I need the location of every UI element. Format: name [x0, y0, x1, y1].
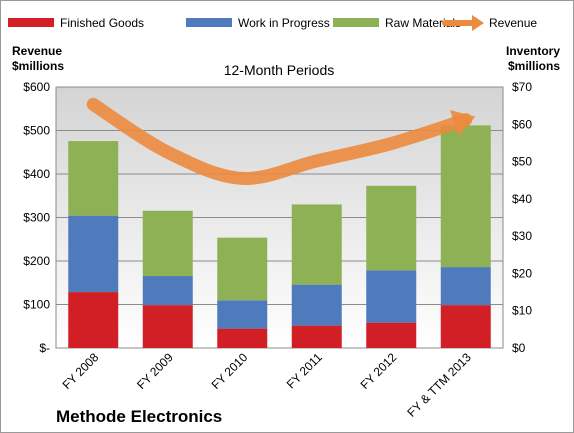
- right-tick-label: $50: [512, 155, 532, 169]
- bar-raw-materials: [291, 204, 342, 285]
- chart-subtitle: 12-Month Periods: [224, 62, 335, 78]
- right-tick-label: $30: [512, 229, 532, 243]
- left-tick-label: $400: [23, 167, 50, 181]
- bar-finished-goods: [68, 292, 119, 348]
- left-tick-label: $500: [23, 124, 50, 138]
- company-name: Methode Electronics: [56, 407, 222, 426]
- legend: Finished Goods Work in Progress Raw Mate…: [8, 15, 537, 31]
- revenue-line-arrowhead: [450, 109, 476, 137]
- bar-work-in-progress: [291, 284, 342, 326]
- right-tick-label: $60: [512, 117, 532, 131]
- revenue-line: [86, 97, 473, 185]
- bar-work-in-progress: [142, 276, 193, 306]
- bar-raw-materials: [440, 125, 491, 268]
- legend-swatch-revenue: [442, 15, 484, 31]
- bar-raw-materials: [366, 185, 417, 271]
- bars-layer: [68, 125, 491, 348]
- legend-label-raw-materials: Raw Materials: [385, 16, 461, 30]
- legend-swatch-finished-goods: [8, 18, 54, 27]
- bar-work-in-progress: [217, 300, 268, 329]
- bar-work-in-progress: [366, 270, 417, 323]
- left-tick-label: $200: [23, 254, 50, 268]
- bar-finished-goods: [217, 328, 268, 348]
- right-tick-label: $0: [512, 341, 526, 355]
- right-tick-label: $20: [512, 266, 532, 280]
- right-tick-label: $10: [512, 304, 532, 318]
- bar-work-in-progress: [68, 215, 119, 293]
- legend-swatch-work-in-progress: [186, 18, 232, 27]
- legend-label-finished-goods: Finished Goods: [60, 16, 144, 30]
- right-axis-ticks: $0 $10 $20 $30 $40 $50 $60 $70: [512, 80, 532, 355]
- left-tick-label: $600: [23, 80, 50, 94]
- left-tick-label: $-: [39, 341, 50, 355]
- bar-raw-materials: [217, 237, 268, 301]
- legend-label-revenue: Revenue: [489, 16, 537, 30]
- bar-raw-materials: [142, 210, 193, 277]
- bar-finished-goods: [440, 305, 491, 348]
- left-axis-title-line-1: Revenue: [12, 44, 62, 58]
- revenue-line-layer: [86, 97, 476, 185]
- bar-work-in-progress: [440, 267, 491, 306]
- right-axis-title-line-1: Inventory: [506, 44, 560, 58]
- bar-finished-goods: [291, 325, 342, 348]
- right-axis-title-line-2: $millions: [508, 59, 560, 73]
- bar-finished-goods: [366, 322, 417, 348]
- right-tick-label: $40: [512, 192, 532, 206]
- right-tick-label: $70: [512, 80, 532, 94]
- left-tick-label: $100: [23, 298, 50, 312]
- bar-raw-materials: [68, 141, 119, 216]
- bar-finished-goods: [142, 305, 193, 348]
- left-tick-label: $300: [23, 211, 50, 225]
- left-axis-ticks: $- $100 $200 $300 $400 $500 $600: [23, 80, 50, 355]
- left-axis-title-line-2: $millions: [12, 59, 64, 73]
- legend-label-work-in-progress: Work in Progress: [238, 16, 330, 30]
- legend-swatch-raw-materials: [333, 18, 379, 27]
